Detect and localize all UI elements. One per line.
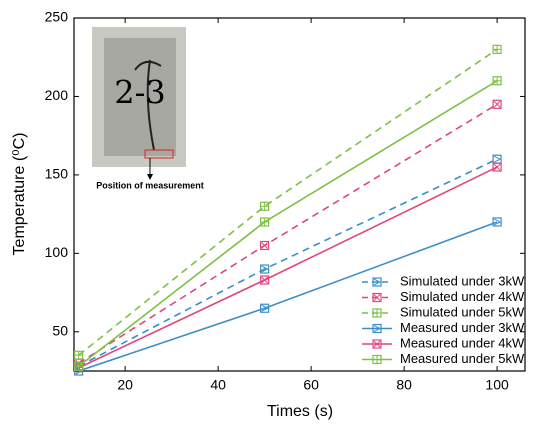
y-tick-label: 50 — [52, 322, 68, 338]
point — [492, 217, 502, 227]
legend-label: Simulated under 4kW — [400, 289, 525, 304]
annotation: Position of measurement — [96, 180, 204, 190]
y-tick-label: 100 — [45, 244, 69, 260]
y-tick-label: 250 — [45, 9, 69, 25]
marker-box — [492, 99, 502, 109]
point — [492, 76, 502, 86]
marker-glyph — [260, 217, 269, 226]
marker-glyph — [373, 355, 381, 364]
marker-box — [372, 292, 382, 303]
point — [74, 361, 84, 371]
point — [260, 201, 270, 211]
marker-glyph — [493, 100, 501, 108]
marker-glyph — [493, 45, 502, 54]
legend-marker — [372, 339, 382, 349]
x-tick-label: 100 — [485, 377, 509, 393]
legend-marker — [372, 354, 382, 365]
marker-glyph — [74, 351, 83, 360]
marker-box — [260, 275, 270, 285]
marker-box — [492, 162, 502, 172]
x-axis-label: Times (s) — [267, 403, 333, 420]
y-tick-label: 200 — [45, 87, 69, 103]
point — [74, 350, 84, 360]
legend-label: Measured under 4kW — [400, 335, 525, 350]
point — [260, 275, 270, 285]
x-tick-label: 80 — [396, 377, 412, 393]
marker-glyph — [261, 304, 269, 312]
marker-glyph — [260, 202, 269, 211]
plot-frame — [73, 17, 526, 372]
point — [492, 162, 502, 172]
point — [260, 240, 270, 251]
point — [492, 99, 502, 109]
point — [260, 264, 270, 274]
marker-glyph — [261, 242, 268, 249]
marker-glyph — [373, 294, 381, 301]
marker-glyph — [493, 218, 502, 226]
marker-glyph — [373, 325, 382, 332]
legend-label: Measured under 3kW — [400, 320, 525, 335]
inset-photo: 2-3 — [92, 27, 186, 180]
x-tick-label: 40 — [210, 377, 226, 393]
series-line — [78, 48, 498, 356]
marker-glyph — [373, 340, 381, 348]
point — [260, 217, 270, 227]
legend-marker — [372, 323, 382, 334]
legend-marker — [372, 277, 382, 287]
marker-glyph — [74, 362, 83, 371]
legend-label: Measured under 5kW — [400, 351, 525, 366]
marker-glyph — [373, 278, 382, 286]
marker-glyph — [261, 265, 269, 273]
y-tick-label: 150 — [45, 166, 69, 182]
legend-label: Simulated under 5kW — [400, 304, 525, 319]
legend-marker — [372, 292, 382, 303]
series-line — [78, 158, 498, 368]
x-tick-label: 20 — [117, 377, 133, 393]
point — [492, 154, 502, 164]
marker-glyph — [261, 276, 268, 284]
svg-text:2-3: 2-3 — [114, 74, 166, 112]
marker-box — [260, 240, 270, 251]
marker-glyph — [493, 163, 501, 171]
marker-glyph — [493, 155, 502, 163]
legend-marker — [372, 308, 382, 318]
point — [492, 44, 502, 54]
y-axis-label: Temperature (⁰C) — [11, 133, 28, 256]
series-line — [78, 221, 498, 372]
marker-box — [372, 339, 382, 349]
marker-glyph — [373, 309, 381, 317]
marker-glyph — [493, 76, 502, 85]
point — [260, 303, 270, 313]
x-tick-label: 60 — [303, 377, 319, 393]
legend-label: Simulated under 3kW — [400, 273, 525, 288]
